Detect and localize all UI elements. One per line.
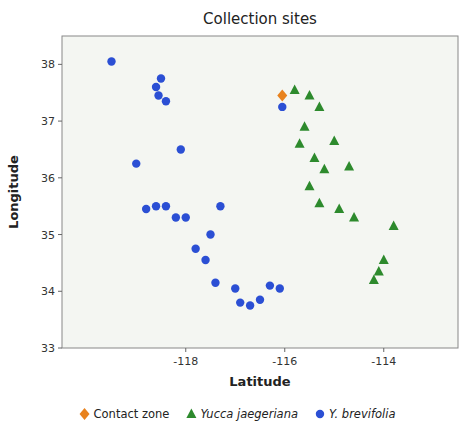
point: [389, 221, 399, 231]
x-axis-label: Latitude: [229, 374, 291, 389]
point: [107, 57, 115, 65]
legend-label: Y. brevifolia: [329, 407, 395, 421]
point: [152, 202, 160, 210]
point: [305, 181, 315, 191]
point: [154, 91, 162, 99]
y-axis-label: Longitude: [6, 155, 21, 229]
point: [246, 301, 254, 309]
point: [374, 266, 384, 276]
legend-marker: [316, 410, 324, 418]
legend: Contact zone Yucca jaegeriana Y. brevifoli…: [80, 407, 396, 421]
y-tick: [58, 121, 62, 122]
point: [349, 212, 359, 222]
point: [369, 274, 379, 284]
chart: Collection sites -118 -116 -114 33 34 35 36 37 38…: [0, 0, 474, 434]
point: [152, 83, 160, 91]
point: [300, 121, 310, 131]
x-tick: [284, 348, 285, 352]
point: [216, 202, 224, 210]
point: [344, 161, 354, 171]
point: [266, 281, 274, 289]
point: [277, 90, 287, 102]
y-tick: [58, 64, 62, 65]
x-tick: [383, 348, 384, 352]
point: [236, 298, 244, 306]
point: [334, 204, 344, 214]
plot-area: [62, 36, 458, 348]
point: [319, 164, 329, 174]
title: Collection sites: [203, 10, 317, 28]
point: [231, 284, 239, 292]
point: [314, 198, 324, 208]
point: [182, 213, 190, 221]
point: [290, 84, 300, 94]
point: [162, 97, 170, 105]
y-tick: [58, 348, 62, 349]
point: [276, 284, 284, 292]
point: [295, 138, 305, 148]
point: [211, 279, 219, 287]
point: [206, 230, 214, 238]
point: [309, 152, 319, 162]
x-tick-label: -118: [173, 355, 198, 368]
legend-label: Yucca jaegeriana: [200, 407, 298, 421]
y-tick-label: 35: [41, 229, 55, 242]
point: [278, 103, 286, 111]
point: [132, 159, 140, 167]
y-tick-label: 36: [41, 172, 55, 185]
x-tick-label: -116: [272, 355, 297, 368]
y-tick-label: 38: [41, 58, 55, 71]
legend-marker: [186, 409, 196, 419]
point: [379, 255, 389, 265]
point: [157, 74, 165, 82]
x-tick-label: -114: [371, 355, 396, 368]
y-tick: [58, 291, 62, 292]
point: [177, 145, 185, 153]
legend-marker: [80, 408, 90, 420]
point: [329, 135, 339, 145]
point: [314, 101, 324, 111]
point: [162, 202, 170, 210]
point: [191, 245, 199, 253]
legend-label: Contact zone: [94, 407, 170, 421]
point: [201, 256, 209, 264]
point: [142, 205, 150, 213]
y-tick: [58, 234, 62, 235]
points: [107, 57, 398, 309]
y-tick-label: 34: [41, 285, 55, 298]
x-tick: [185, 348, 186, 352]
y-tick-label: 37: [41, 115, 55, 128]
point: [256, 296, 264, 304]
point: [305, 90, 315, 100]
y-tick-label: 33: [41, 342, 55, 355]
y-tick: [58, 177, 62, 178]
point: [172, 213, 180, 221]
